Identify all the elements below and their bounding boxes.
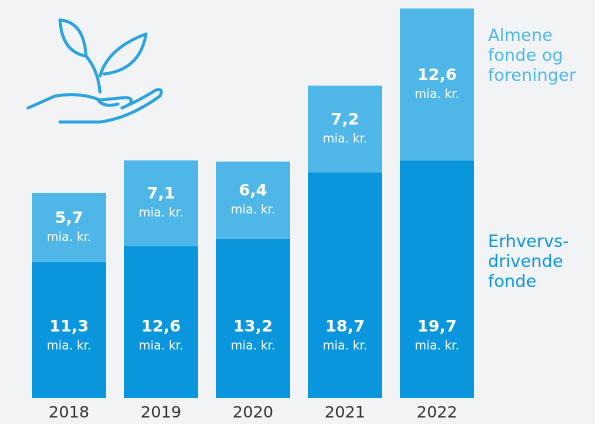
- value-label: 12,6: [141, 317, 180, 336]
- value-label: 7,2: [331, 110, 359, 129]
- unit-label: mia. kr.: [47, 230, 92, 244]
- bar-segment: [32, 261, 106, 398]
- x-tick-label: 2019: [141, 403, 182, 422]
- unit-label: mia. kr.: [415, 87, 460, 101]
- unit-label: mia. kr.: [47, 339, 92, 353]
- legend-label: Almene fonde og foreninger: [488, 26, 576, 86]
- value-label: 11,3: [49, 317, 88, 336]
- value-label: 12,6: [417, 65, 456, 84]
- bar-segment: [32, 192, 106, 262]
- bar-segment: [216, 238, 290, 398]
- bar-segment: [308, 172, 382, 398]
- x-tick-label: 2018: [49, 403, 90, 422]
- value-label: 6,4: [239, 181, 267, 200]
- unit-label: mia. kr.: [323, 339, 368, 353]
- unit-label: mia. kr.: [323, 132, 368, 146]
- x-tick-label: 2021: [325, 403, 366, 422]
- value-label: 18,7: [325, 317, 364, 336]
- bar-segment: [308, 85, 382, 173]
- plant-icon: [26, 18, 163, 124]
- bar-segment: [124, 160, 198, 247]
- unit-label: mia. kr.: [231, 203, 276, 217]
- x-tick-label: 2022: [417, 403, 458, 422]
- unit-label: mia. kr.: [415, 339, 460, 353]
- bar-segment: [216, 161, 290, 239]
- bar-segment: [400, 8, 474, 161]
- value-label: 13,2: [233, 317, 272, 336]
- unit-label: mia. kr.: [139, 339, 184, 353]
- value-label: 5,7: [55, 208, 83, 227]
- bar-segment: [400, 160, 474, 398]
- legend-label: Erhvervs­drivende fonde: [488, 232, 569, 292]
- unit-label: mia. kr.: [231, 339, 276, 353]
- unit-label: mia. kr.: [139, 206, 184, 220]
- value-label: 7,1: [147, 184, 175, 203]
- value-label: 19,7: [417, 317, 456, 336]
- x-tick-label: 2020: [233, 403, 274, 422]
- bar-segment: [124, 246, 198, 398]
